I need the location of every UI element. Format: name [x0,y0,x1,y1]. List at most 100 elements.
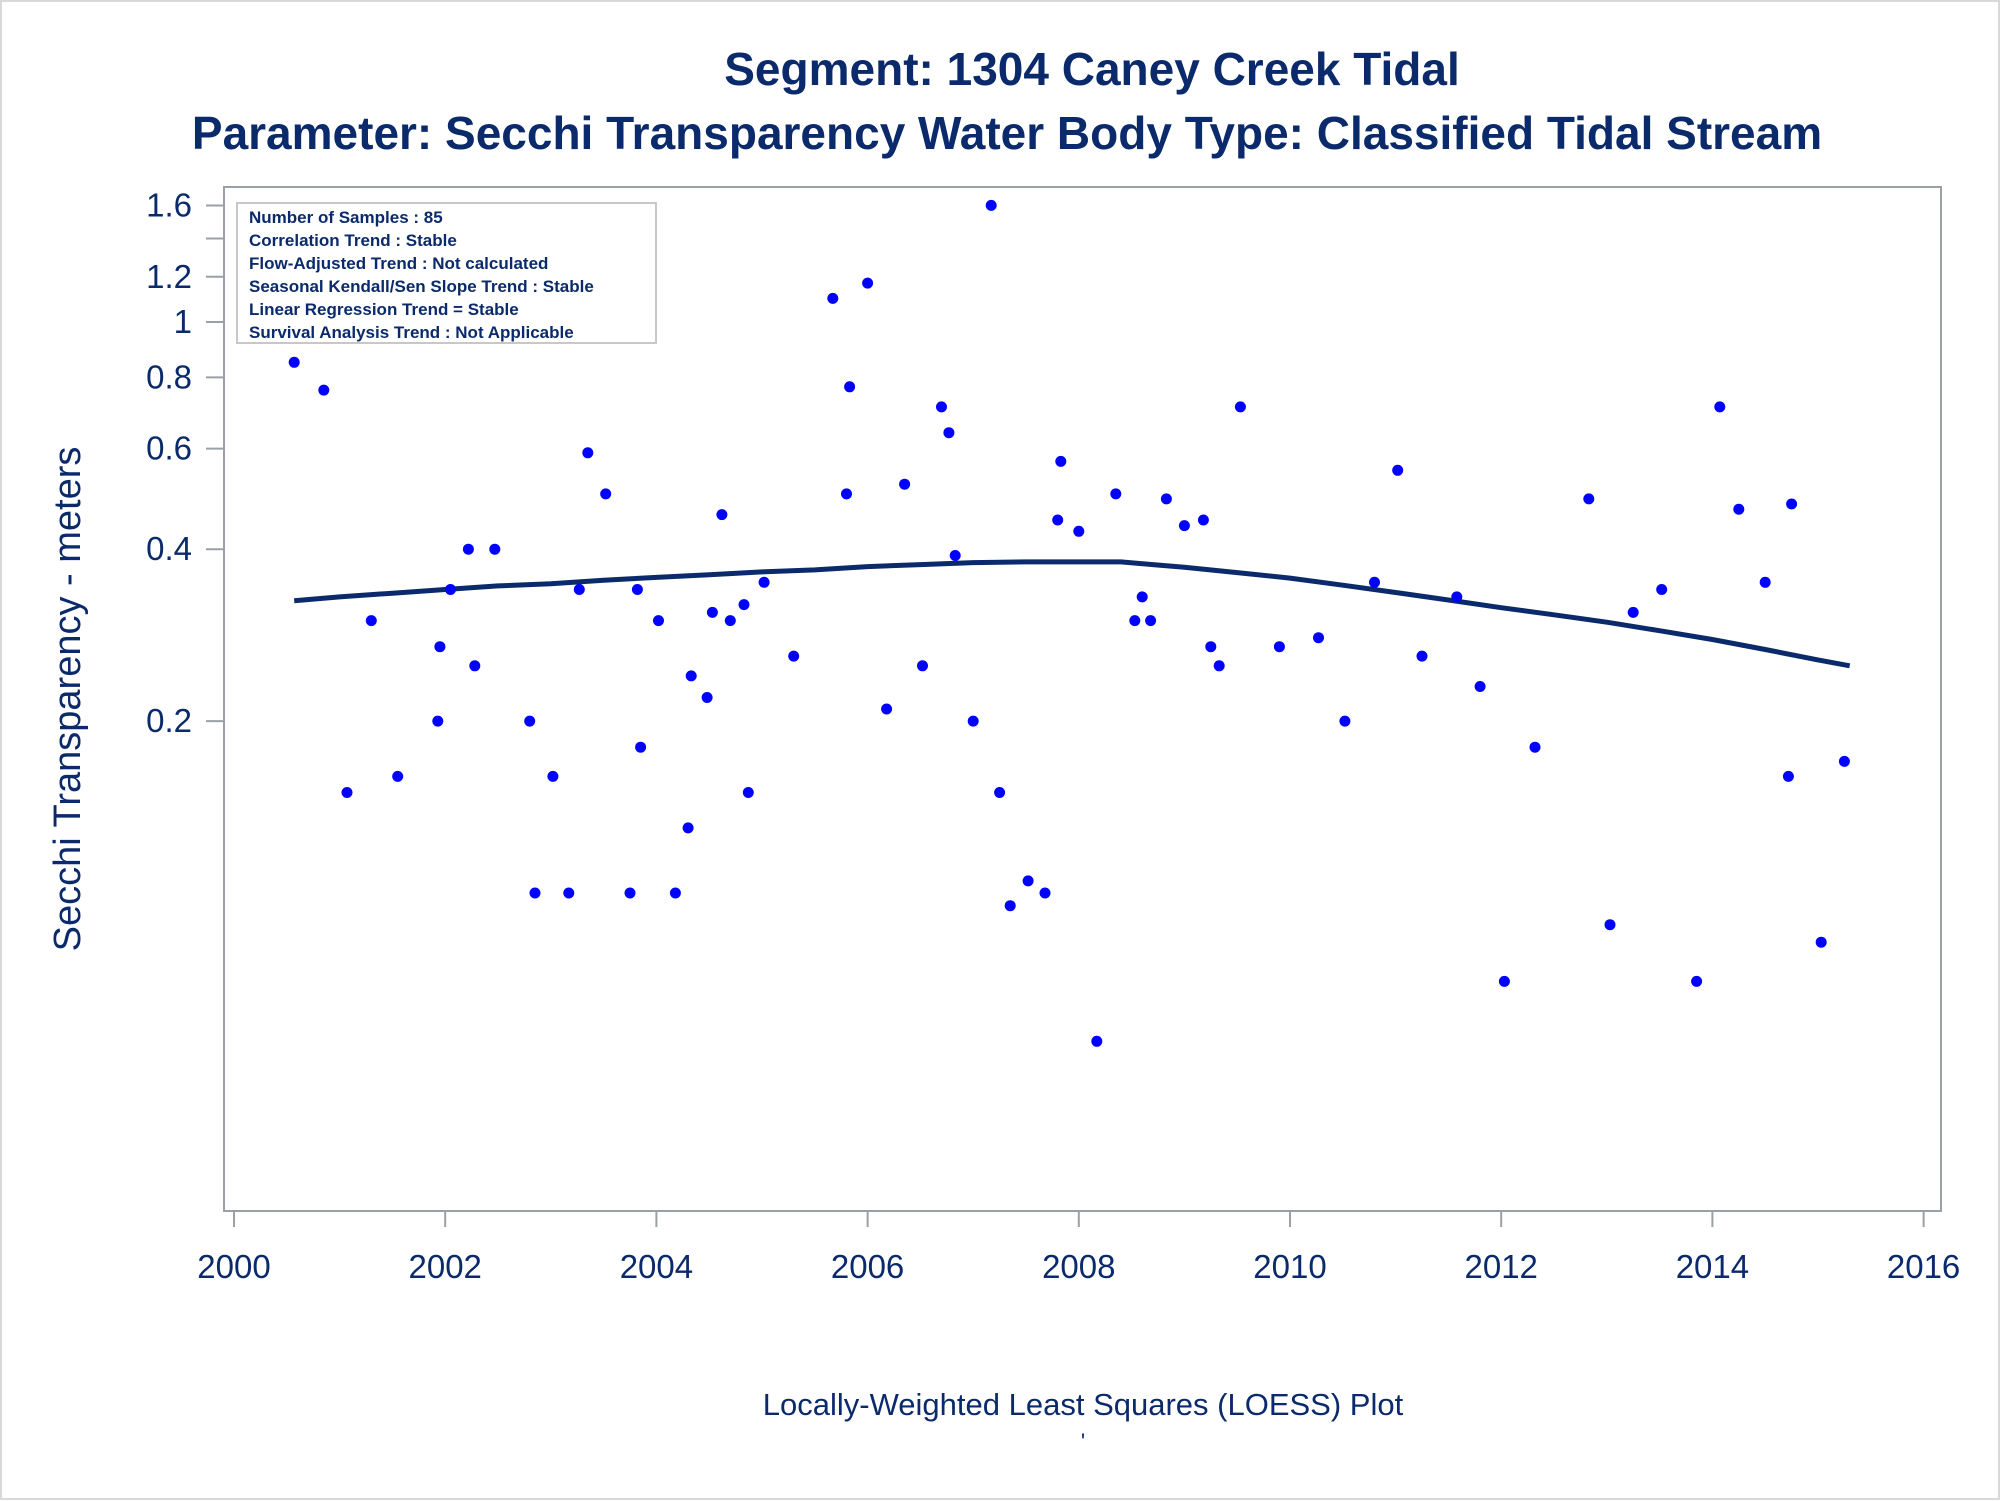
data-point [724,615,736,627]
data-point [1052,514,1064,526]
data-point [462,543,474,555]
x-axis-label: Locally-Weighted Least Squares (LOESS) P… [763,1387,1404,1422]
data-point [1273,641,1285,653]
x-axis: 2000 2002 2004 2006 2008 2010 2012 2014 2016 [197,1211,1960,1285]
data-point [967,715,979,727]
data-point [1691,975,1703,987]
data-point [434,641,446,653]
data-point [899,478,911,490]
data-point [1759,576,1771,588]
data-point [1234,401,1246,413]
data-point [1197,514,1209,526]
data-points [288,199,1850,1047]
data-point [1604,919,1616,931]
data-point [547,770,559,782]
data-point [365,615,377,627]
y-tick-label: 0.6 [146,430,192,467]
data-point [881,703,893,715]
stats-legend-border [236,202,657,344]
y-tick-label: 0.4 [146,530,192,567]
data-point [631,584,643,595]
stats-legend-box: Number of Samples : 85 Correlation Trend… [236,202,657,344]
data-point [563,887,575,899]
data-point [624,887,636,899]
data-point [844,381,856,393]
data-point [1055,455,1067,467]
x-tick-label: 2004 [620,1248,693,1285]
stats-line-samples: Number of Samples : 85 [249,208,443,227]
x-tick-label: 2000 [197,1248,270,1285]
data-point [1339,715,1351,727]
data-point [936,401,947,413]
stats-line-seasonal-kendall: Seasonal Kendall/Sen Slope Trend : Stabl… [249,277,594,296]
data-point [949,550,961,561]
data-point [862,277,874,289]
data-point [1451,591,1463,603]
data-point [985,199,997,211]
data-point [1733,503,1745,515]
data-point [1178,520,1190,532]
data-point [788,650,800,662]
data-point [1039,887,1051,899]
data-point [1004,900,1016,912]
loess-curve [293,559,1851,669]
data-point [1073,525,1085,537]
data-point [1656,584,1668,595]
data-point [1392,464,1404,476]
data-point [716,509,728,521]
data-point [917,660,928,672]
data-point [1714,401,1726,413]
y-tick-label: 0.8 [146,358,192,395]
data-point [573,584,585,595]
data-point [1022,875,1034,887]
data-point [742,787,754,798]
data-point [1474,681,1486,692]
data-point [738,599,750,611]
data-point [1529,741,1541,753]
data-point [1110,488,1122,500]
x-tick-label: 2010 [1253,1248,1326,1285]
data-point [1838,755,1850,767]
data-point [1782,770,1794,782]
data-point [653,615,664,627]
x-tick-label: 2012 [1464,1248,1537,1285]
data-point [469,660,481,672]
plot-area [223,186,1942,1212]
stats-line-survival: Survival Analysis Trend : Not Applicable [249,323,574,342]
data-point [669,887,681,899]
data-point [582,447,594,459]
data-point [635,741,647,753]
y-tick-label: 1.6 [146,186,192,223]
x-tick-label: 2014 [1676,1248,1749,1285]
data-point [701,692,713,703]
data-point [524,715,536,727]
chart-title: Segment: 1304 Caney Creek Tidal [724,43,1459,95]
data-point [600,488,612,500]
data-point [943,427,955,439]
data-point [841,488,852,500]
data-point [994,787,1006,798]
data-point [1205,641,1217,653]
data-point [1815,936,1827,948]
footnote-mark: ' [1081,1429,1085,1454]
y-axis-label: Secchi Transparency - meters [47,447,89,952]
data-point [1129,615,1141,627]
stats-line-linear-regression: Linear Regression Trend = Stable [249,300,519,319]
data-point [445,584,456,595]
y-tick-label: 1.2 [146,258,192,295]
data-point [1369,576,1380,588]
data-point [1145,615,1157,627]
data-point [1498,975,1510,987]
data-point [1136,591,1148,603]
data-point [682,822,694,834]
data-point [685,670,697,682]
data-point [706,606,718,618]
data-point [432,715,444,727]
y-tick-label: 1 [174,303,192,340]
x-tick-label: 2008 [1042,1248,1115,1285]
data-point [341,787,353,798]
data-point [827,292,839,304]
stats-line-correlation: Correlation Trend : Stable [249,231,457,250]
data-point [489,543,501,555]
